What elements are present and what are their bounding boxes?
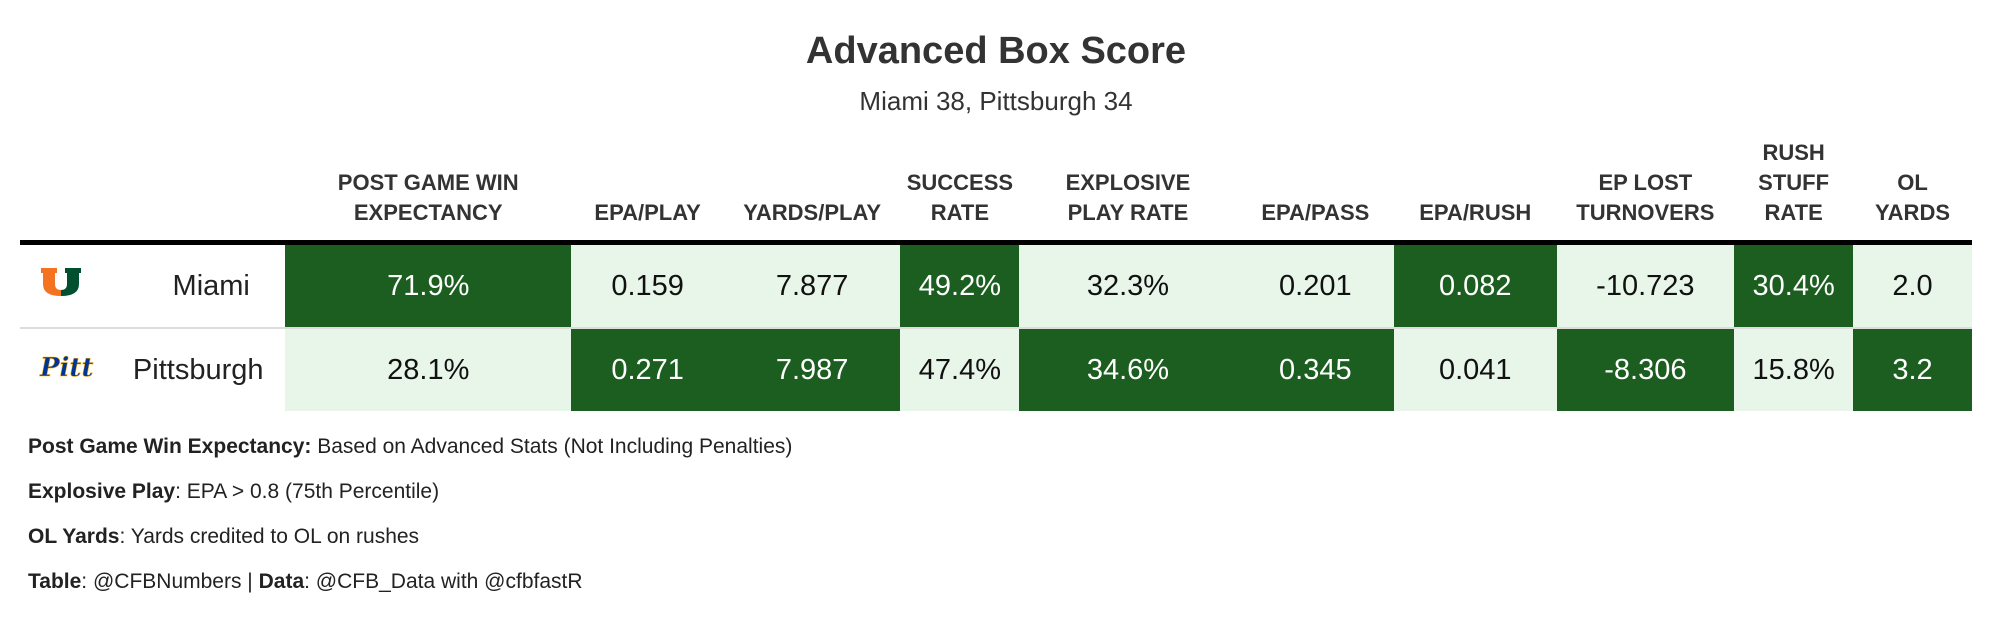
column-header: EPA/RUSH bbox=[1394, 138, 1557, 245]
table-cell: -10.723 bbox=[1556, 242, 1735, 329]
column-header: EXPLOSIVE PLAY RATE bbox=[1019, 138, 1237, 245]
column-header: EPA/PLAY bbox=[571, 138, 724, 245]
column-header-line: RATE bbox=[930, 200, 989, 225]
column-header-line: RUSH bbox=[1762, 140, 1825, 165]
column-header: RUSH STUFF RATE bbox=[1734, 138, 1854, 245]
column-header: POST GAME WIN EXPECTANCY bbox=[285, 138, 572, 245]
footnote-text: Based on Advanced Stats (Not Including P… bbox=[311, 435, 793, 458]
column-header: EPA/PASS bbox=[1236, 138, 1395, 245]
table-cell: 0.345 bbox=[1236, 328, 1395, 411]
pitt-script-logo-icon: Pitt bbox=[38, 353, 94, 389]
table-cell: 34.6% bbox=[1019, 328, 1237, 411]
chart-title: Advanced Box Score bbox=[805, 30, 1187, 72]
footnotes: Post Game Win Expectancy: Based on Advan… bbox=[28, 432, 792, 612]
column-header-line: SUCCESS bbox=[906, 170, 1014, 195]
table-cell: 7.987 bbox=[723, 328, 901, 411]
footnote-label: Post Game Win Expectancy: bbox=[28, 435, 312, 458]
credits-table-label: Table bbox=[28, 570, 82, 593]
table-row: Pitt Pittsburgh 28.1% 0.271 7.987 47.4% 34.6% 0… bbox=[20, 328, 1972, 411]
column-header: YARDS/PLAY bbox=[723, 138, 901, 245]
credits-data-text: : @CFB_Data with @cfbfastR bbox=[304, 570, 583, 593]
table-cell: 30.4% bbox=[1734, 242, 1854, 329]
header-row: POST GAME WIN EXPECTANCY EPA/PLAY YARDS/PLA… bbox=[20, 138, 1972, 245]
column-header-line: OL bbox=[1897, 170, 1928, 195]
column-header-line: EPA/PLAY bbox=[594, 200, 701, 225]
column-header: EP LOST TURNOVERS bbox=[1556, 138, 1735, 245]
table-cell: 0.201 bbox=[1236, 242, 1395, 329]
credits-table-text: : @CFBNumbers | bbox=[81, 570, 259, 593]
footnote-0: Post Game Win Expectancy: Based on Advan… bbox=[28, 432, 792, 477]
column-header-line: EP LOST bbox=[1598, 170, 1693, 195]
table-cell: 28.1% bbox=[285, 328, 572, 411]
table-cell: 15.8% bbox=[1734, 328, 1854, 411]
team-name: Pittsburgh bbox=[111, 328, 286, 411]
table-cell: 2.0 bbox=[1853, 242, 1972, 329]
table-cell: 0.082 bbox=[1394, 242, 1557, 329]
table-cell: 0.159 bbox=[571, 242, 724, 329]
footnote-label: OL Yards bbox=[28, 525, 120, 548]
column-header-line: TURNOVERS bbox=[1576, 200, 1715, 225]
chart-subtitle: Miami 38, Pittsburgh 34 bbox=[859, 86, 1133, 116]
column-header-line: PLAY RATE bbox=[1067, 200, 1189, 225]
table-cell: 32.3% bbox=[1019, 242, 1237, 329]
column-header: SUCCESS RATE bbox=[900, 138, 1020, 245]
column-header-line: RATE bbox=[1764, 200, 1823, 225]
footnote-2: OL Yards: Yards credited to OL on rushes bbox=[28, 522, 792, 567]
table-cell: 0.041 bbox=[1394, 328, 1557, 411]
team-logo-cell bbox=[20, 242, 112, 329]
table-cell: 0.271 bbox=[571, 328, 724, 411]
column-header-line: EPA/PASS bbox=[1261, 200, 1370, 225]
table-row: Miami 71.9% 0.159 7.877 49.2% 32.3% 0.201 0.082… bbox=[20, 242, 1972, 329]
box-score-table: POST GAME WIN EXPECTANCY EPA/PLAY YARDS/PLA… bbox=[20, 138, 1972, 411]
column-header-line: YARDS/PLAY bbox=[743, 200, 881, 225]
table-cell: 7.877 bbox=[723, 242, 901, 329]
table-cell: -8.306 bbox=[1556, 328, 1735, 411]
table-cell: 3.2 bbox=[1853, 328, 1972, 411]
column-header-line: YARDS bbox=[1875, 200, 1951, 225]
column-header: OL YARDS bbox=[1853, 138, 1972, 245]
credits-data-label: Data bbox=[258, 570, 305, 593]
footnote-1: Explosive Play: EPA > 0.8 (75th Percenti… bbox=[28, 477, 792, 522]
svg-text:Pitt: Pitt bbox=[39, 353, 93, 382]
table-cell: 71.9% bbox=[285, 242, 572, 329]
team-logo-cell: Pitt bbox=[20, 328, 112, 411]
column-header-line: POST GAME WIN bbox=[337, 170, 519, 195]
table-cell: 49.2% bbox=[900, 242, 1020, 329]
footnote-text: : EPA > 0.8 (75th Percentile) bbox=[175, 480, 440, 503]
column-header-line: EXPECTANCY bbox=[353, 200, 503, 225]
column-header-line: EXPLOSIVE bbox=[1065, 170, 1191, 195]
miami-u-logo-icon bbox=[39, 268, 93, 305]
header-logo-spacer bbox=[20, 138, 112, 245]
team-name: Miami bbox=[111, 242, 286, 329]
footnote-label: Explosive Play bbox=[28, 480, 176, 503]
credits-line: Table: @CFBNumbers | Data: @CFB_Data wit… bbox=[28, 567, 792, 612]
column-header-line: EPA/RUSH bbox=[1419, 200, 1532, 225]
column-header-line: STUFF bbox=[1758, 170, 1830, 195]
footnote-text: : Yards credited to OL on rushes bbox=[119, 525, 420, 548]
table-cell: 47.4% bbox=[900, 328, 1020, 411]
header-team-spacer bbox=[111, 138, 286, 245]
